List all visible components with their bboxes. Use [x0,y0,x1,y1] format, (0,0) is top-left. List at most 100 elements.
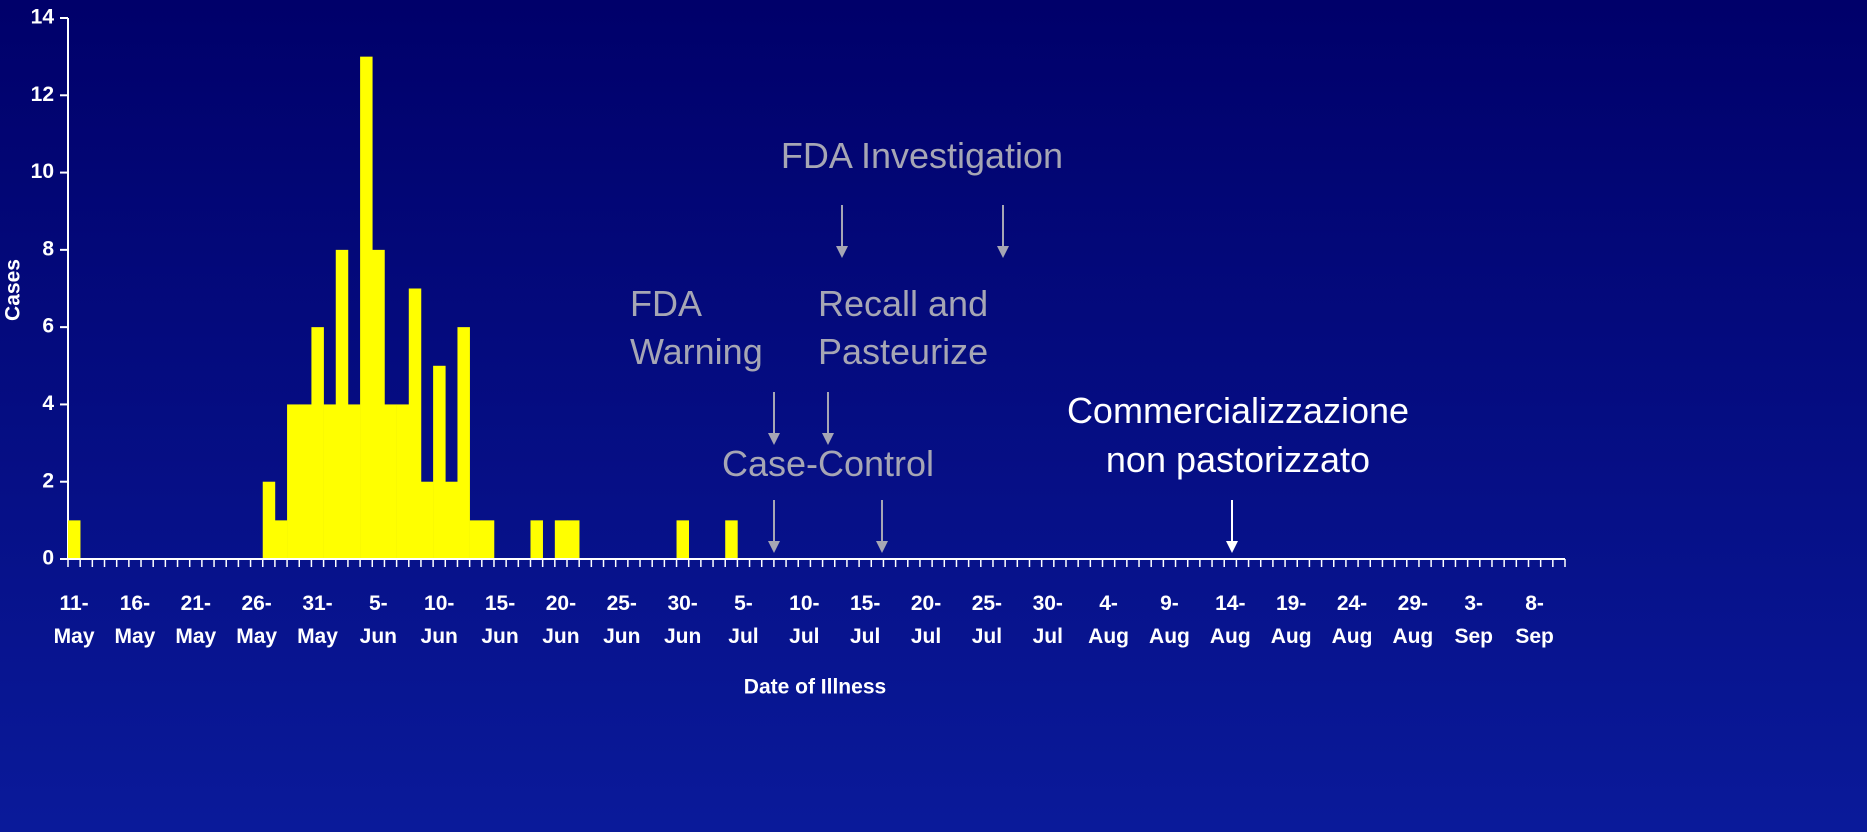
annotation-line: Recall and [818,283,988,324]
bar [68,520,81,559]
bar [567,520,580,559]
bar [445,481,458,559]
x-tick-label-line: 30- [1033,592,1063,615]
bar [725,520,738,559]
x-tick-label-line: Jul [728,625,758,648]
annotation-line: Pasteurize [818,331,988,372]
x-tick-label-line: Aug [1392,625,1433,648]
bar [299,404,312,559]
y-tick-label: 10 [31,160,54,183]
x-tick-label: 10- Jul [789,592,819,648]
x-tick-label: 31- May [297,592,338,648]
annotation: Case-Control [722,443,934,484]
x-tick-label-line: 10- [424,592,454,615]
y-axis-label: Cases [2,259,25,321]
x-tick-label: 9- Aug [1149,592,1190,648]
x-tick-label-line: 25- [972,592,1002,615]
x-tick-label-line: Jun [664,625,701,648]
annotation-line: Warning [630,331,763,372]
x-tick-label-line: 5- [734,592,753,615]
x-tick-label: 26- May [236,592,277,648]
x-tick-label-line: 29- [1398,592,1428,615]
x-tick-label-line: Aug [1149,625,1190,648]
bar [274,520,288,559]
x-tick-label-line: 16- [120,592,150,615]
x-tick-label-line: Jul [1033,625,1063,648]
x-tick-label: 15- Jul [850,592,880,648]
bar [408,288,422,559]
x-tick-label: 8- Sep [1515,592,1554,648]
bar [323,404,337,559]
annotation-line: FDA [630,283,702,324]
y-tick-label: 4 [42,392,54,415]
x-tick-label-line: 11- [59,592,88,615]
x-tick-label-line: Jun [542,625,579,648]
x-tick-label: 25- Jun [603,592,640,648]
x-tick-label-line: 19- [1276,592,1306,615]
y-tick-label: 8 [42,237,54,260]
x-tick-label-line: May [54,625,95,648]
x-tick-label-line: 3- [1464,592,1483,615]
annotation-line: Commercializzazione [1067,390,1409,431]
x-tick-label: 3- Sep [1454,592,1493,648]
bar [457,327,470,559]
x-axis-label: Date of Illness [744,676,886,699]
x-tick-label: 25- Jul [972,592,1002,648]
bar [420,481,434,559]
x-tick-label-line: Aug [1088,625,1129,648]
arrow-head [768,541,780,553]
x-tick-label-line: 30- [667,592,697,615]
x-tick-label: 29- Aug [1392,592,1433,648]
x-tick-label-line: 10- [789,592,819,615]
x-tick-label-line: 4- [1099,592,1118,615]
x-tick-label-line: 15- [850,592,880,615]
x-tick-label-line: 20- [911,592,941,615]
x-tick-label: 5- Jul [728,592,758,648]
x-tick-label-line: Aug [1271,625,1312,648]
x-tick-label: 14- Aug [1210,592,1251,648]
x-tick-label: 11- May [54,592,95,648]
arrow-head [876,541,888,553]
bar [262,481,276,559]
arrow-head [822,433,834,445]
annotation: FDA Investigation [781,135,1063,176]
x-tick-label-line: Jun [481,625,518,648]
bar [396,404,410,559]
x-tick-label-line: 31- [302,592,332,615]
x-tick-label: 16- May [115,592,156,648]
bar [433,365,446,559]
x-tick-label-line: Sep [1454,625,1493,648]
y-tick-label: 6 [42,315,54,338]
bar [335,249,349,559]
bar [372,249,385,559]
bar [469,520,483,559]
x-tick-label-line: Jul [789,625,819,648]
x-tick-label-line: 5- [369,592,388,615]
x-tick-label: 30- Jul [1033,592,1063,648]
x-tick-label: 20- Jun [542,592,579,648]
x-tick-label-line: 15- [485,592,515,615]
x-tick-label-line: May [297,625,338,648]
x-tick-label: 20- Jul [911,592,941,648]
x-tick-label-line: 21- [181,592,211,615]
bar [311,327,324,559]
x-tick-label: 10- Jun [421,592,458,648]
x-tick-label: 24- Aug [1332,592,1373,648]
x-tick-label-line: Jun [603,625,640,648]
y-tick-label: 14 [31,6,55,29]
x-tick-label-line: 25- [607,592,637,615]
x-tick-label: 30- Jun [664,592,701,648]
x-tick-label-line: 14- [1215,592,1245,615]
bar [530,520,543,559]
bar [384,404,397,559]
x-tick-label-line: 24- [1337,592,1367,615]
x-tick-label-line: May [236,625,277,648]
x-tick-label-line: Aug [1332,625,1373,648]
annotation-line: Case-Control [722,443,934,484]
y-tick-label: 12 [31,83,54,106]
x-tick-label: 5- Jun [360,592,397,648]
bar [360,56,373,560]
x-tick-label-line: 8- [1525,592,1544,615]
annotation: FDA Warning [630,283,763,372]
